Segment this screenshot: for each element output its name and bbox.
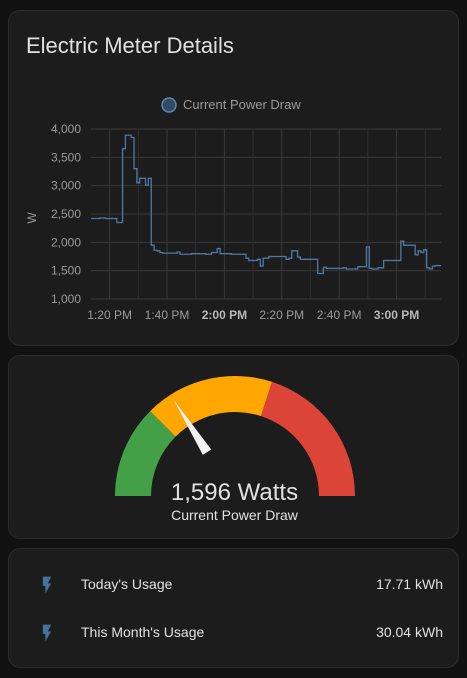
x-tick-label: 3:00 PM <box>374 308 419 322</box>
chart-legend[interactable]: Current Power Draw <box>161 97 301 113</box>
power-gauge <box>115 376 355 496</box>
y-tick-label: 2,000 <box>51 235 81 249</box>
entity-state: 30.04 kWh <box>376 624 443 640</box>
gauge-value: 1,596 Watts <box>170 479 299 506</box>
x-tick-label: 2:20 PM <box>259 308 304 322</box>
legend-marker[interactable] <box>161 97 177 113</box>
y-tick-label: 3,000 <box>51 179 81 193</box>
power-history-chart[interactable]: Current Power Draw W 1,000 1,500 2,000 2,50… <box>9 11 460 347</box>
y-tick-label: 4,000 <box>51 122 81 136</box>
y-tick-label: 2,500 <box>51 207 81 221</box>
history-graph-card: Electric Meter Details Current Power Dra… <box>8 10 459 346</box>
y-axis-ticks: 1,000 1,500 2,000 2,500 3,000 3,500 4,000 <box>51 122 81 306</box>
entity-row-todays-usage[interactable]: Today's Usage 17.71 kWh <box>9 564 460 604</box>
x-tick-label: 2:00 PM <box>202 308 247 322</box>
y-tick-label: 1,000 <box>51 292 81 306</box>
entity-state: 17.71 kWh <box>376 576 443 592</box>
x-tick-label: 2:40 PM <box>317 308 362 322</box>
gauge-segment <box>260 381 355 496</box>
y-tick-label: 3,500 <box>51 150 81 164</box>
y-tick-label: 1,500 <box>51 264 81 278</box>
gauge-needle <box>173 399 212 455</box>
x-axis-ticks: 1:20 PM 1:40 PM 2:00 PM 2:20 PM 2:40 PM 3:00 … <box>87 308 419 322</box>
x-tick-label: 1:20 PM <box>87 308 132 322</box>
entity-name: Today's Usage <box>81 576 173 592</box>
y-axis-title: W <box>25 212 39 224</box>
legend-label[interactable]: Current Power Draw <box>183 97 301 112</box>
gauge-segment <box>115 411 176 496</box>
card-title: Electric Meter Details <box>26 33 234 58</box>
gauge-label: Current Power Draw <box>171 507 298 523</box>
gauge-segment <box>150 376 273 437</box>
gauge-segments <box>115 376 355 496</box>
flash-icon <box>42 576 52 594</box>
gauge-card[interactable]: 1,596 Watts Current Power Draw <box>8 355 459 539</box>
flash-icon <box>42 624 52 642</box>
entity-row-months-usage[interactable]: This Month's Usage 30.04 kWh <box>9 612 460 652</box>
entities-card: Today's Usage 17.71 kWh This Month's Usa… <box>8 548 459 668</box>
chart-grid <box>91 128 441 300</box>
x-tick-label: 1:40 PM <box>145 308 190 322</box>
series-line-current-power-draw[interactable] <box>91 134 441 275</box>
entity-name: This Month's Usage <box>81 624 205 640</box>
